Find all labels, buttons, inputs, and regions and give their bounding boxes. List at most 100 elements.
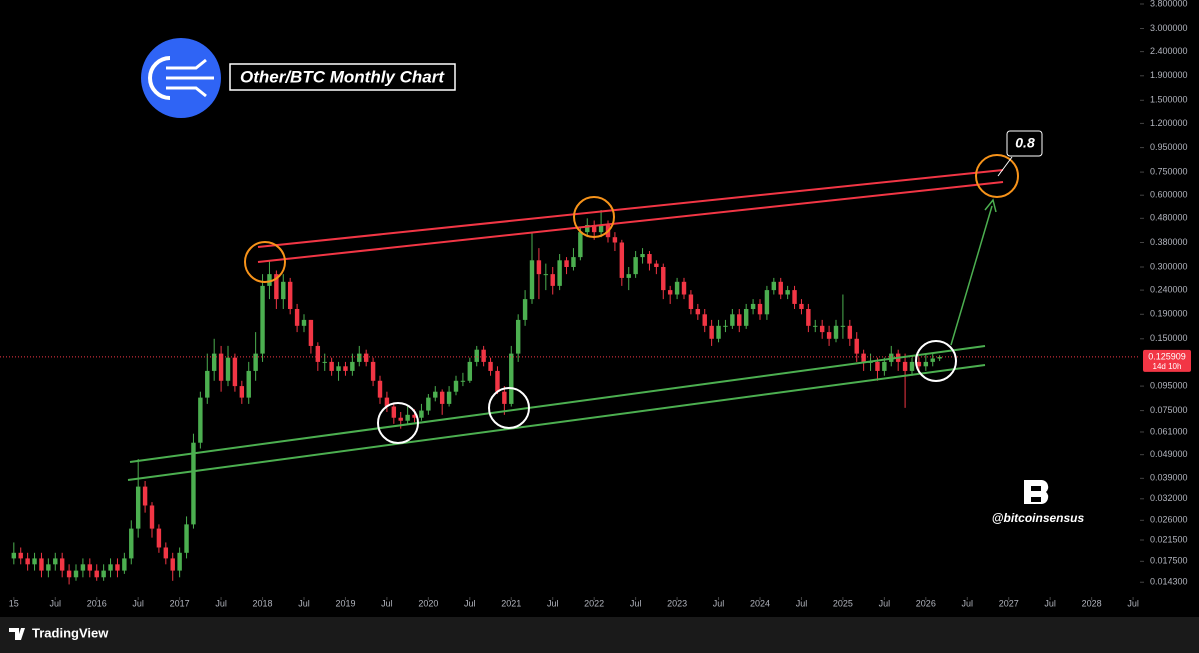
y-tick-label: 0.021500: [1150, 534, 1188, 544]
candle-body: [654, 263, 659, 267]
candle-body: [771, 281, 777, 291]
x-tick-label: 2028: [1082, 598, 1102, 608]
candle-body: [453, 380, 459, 392]
candle-body: [619, 242, 625, 278]
candle-body: [702, 314, 707, 326]
candle-body: [854, 338, 859, 354]
candle-body: [115, 564, 120, 571]
candle-body: [529, 260, 535, 300]
candle-body: [930, 358, 935, 362]
brand: TradingView: [32, 625, 109, 640]
candle-body: [267, 274, 272, 286]
brand-logo: [9, 628, 25, 640]
candle-body: [509, 353, 514, 404]
y-tick-label: 0.026000: [1150, 515, 1188, 525]
candle-body: [612, 237, 618, 243]
candle-body: [287, 281, 293, 309]
candle-body: [363, 353, 369, 362]
channel-line: [257, 169, 1004, 248]
candle-body: [80, 564, 86, 571]
y-tick-label: 0.380000: [1150, 237, 1188, 247]
highlight-circle: [244, 241, 286, 283]
candle-body: [750, 303, 756, 309]
y-tick-label: 0.017500: [1150, 556, 1188, 566]
highlight-circle: [975, 154, 1019, 198]
candle-body: [211, 353, 217, 371]
candle-body: [902, 361, 908, 371]
candle-body: [343, 366, 348, 371]
candle-body: [336, 366, 341, 371]
candle-body: [557, 260, 562, 286]
x-tick-label: Jul: [132, 598, 144, 608]
x-tick-label: Jul: [1044, 598, 1056, 608]
candle-body: [218, 353, 224, 381]
candle-body: [667, 290, 673, 295]
candle-body: [550, 274, 555, 286]
x-tick-label: 2024: [750, 598, 770, 608]
x-tick-label: Jul: [962, 598, 974, 608]
candle-body: [522, 299, 528, 320]
callout-box: [1006, 130, 1043, 157]
candle-body: [384, 397, 390, 407]
channel-line: [257, 181, 1004, 263]
y-tick-label: 0.750000: [1150, 166, 1188, 176]
candle-body: [122, 558, 127, 571]
x-tick-label: 2018: [253, 598, 273, 608]
candle-body: [585, 224, 590, 233]
callout-line: [997, 156, 1013, 177]
candle-body: [909, 361, 915, 371]
candle-body: [129, 528, 134, 559]
candle-body: [640, 254, 645, 258]
y-tick-label: 1.200000: [1150, 118, 1188, 128]
y-tick-label: 0.032000: [1150, 493, 1188, 503]
candle-body: [53, 558, 58, 565]
footer-bar: [0, 617, 1199, 653]
y-tick-label: 0.095000: [1150, 380, 1188, 390]
candle-body: [370, 361, 376, 381]
candle-body: [861, 353, 866, 362]
candle-body: [281, 281, 286, 300]
x-tick-label: 2016: [87, 598, 107, 608]
candle-body: [87, 564, 93, 571]
candle-body: [813, 325, 818, 327]
candle-body: [398, 417, 403, 421]
candle-body: [723, 325, 728, 327]
candle-body: [799, 303, 804, 309]
y-tick-label: 0.049000: [1150, 449, 1188, 459]
candle-body: [778, 281, 783, 295]
candle-body: [135, 486, 141, 529]
candle-body: [163, 547, 169, 559]
x-tick-label: 2027: [999, 598, 1019, 608]
candle-body: [205, 370, 210, 398]
candle-body: [177, 552, 182, 571]
x-tick-label: Jul: [464, 598, 476, 608]
x-tick-label: Jul: [713, 598, 725, 608]
logo-icon: [148, 56, 171, 100]
candle-body: [391, 406, 397, 418]
candle-body: [184, 524, 189, 553]
watermark: @bitcoinsensus: [992, 511, 1085, 525]
y-tick-label: 0.075000: [1150, 405, 1188, 415]
candle-body: [439, 391, 445, 404]
candle-body: [681, 281, 687, 295]
candle-body: [647, 254, 652, 264]
candle-body: [688, 294, 694, 309]
x-tick-label: Jul: [547, 598, 559, 608]
candle-body: [633, 257, 638, 275]
candle-body: [156, 528, 162, 548]
highlight-circle: [915, 340, 957, 382]
candle-body: [191, 442, 196, 525]
candle-body: [515, 319, 521, 354]
x-tick-label: 2026: [916, 598, 936, 608]
candle-body: [94, 570, 99, 578]
candle-body: [426, 397, 431, 411]
candle-body: [405, 414, 410, 421]
y-tick-label: 0.600000: [1150, 190, 1188, 200]
countdown: 14d 10h: [1153, 362, 1182, 371]
y-tick-label: 0.014300: [1150, 577, 1188, 587]
candle-body: [661, 266, 666, 291]
candle-body: [246, 370, 251, 398]
candle-body: [764, 290, 770, 315]
chart-title: Other/BTC Monthly Chart: [240, 67, 445, 86]
